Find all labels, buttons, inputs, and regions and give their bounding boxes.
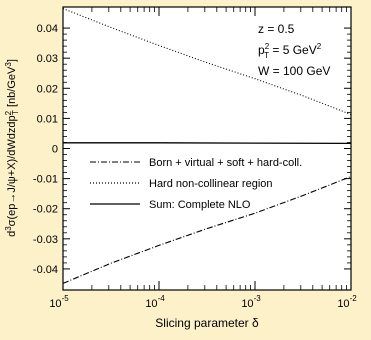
series-born-virtual-soft [62, 175, 352, 284]
series-hard-noncollinear [62, 7, 352, 116]
legend-label-hard: Hard non-collinear region [149, 178, 273, 190]
x-tick-label: 10-4 [145, 294, 165, 310]
series-complete-nlo [63, 142, 352, 145]
legend-label-sum: Sum: Complete NLO [149, 199, 251, 211]
y-axis-label: d3σ(ep→J/ψ+X)/dWdzdp2T [nb/GeV3] [4, 59, 20, 237]
y-tick-label: -0.03 [33, 234, 58, 246]
plot-frame [62, 6, 352, 291]
y-tick-label: -0.02 [33, 204, 58, 216]
y-axis-ticks: -0.04 -0.03 -0.02 -0.01 0 0.01 0.02 0.03 0.04 [33, 23, 351, 276]
y-tick-label: -0.01 [33, 174, 58, 186]
y-tick-label: 0.01 [37, 113, 58, 125]
x-tick-label: 10-3 [241, 294, 261, 310]
y-tick-label: 0.02 [37, 83, 58, 95]
y-tick-label: 0 [52, 144, 58, 156]
legend: Born + virtual + soft + hard-coll. Hard … [90, 157, 302, 211]
annotation-w: W = 100 GeV [258, 64, 330, 78]
y-tick-label: 0.03 [37, 53, 58, 65]
y-tick-label: -0.04 [33, 264, 58, 276]
annotation-pt: p2 T = 5 GeV2 [258, 42, 322, 60]
annotation-z: z = 0.5 [258, 22, 295, 36]
legend-label-born: Born + virtual + soft + hard-coll. [149, 157, 302, 169]
annotation-block: z = 0.5 p2 T = 5 GeV2 W = 100 GeV [258, 22, 330, 78]
x-tick-label: 10-5 [49, 294, 69, 310]
x-axis-label: Slicing parameter δ [155, 316, 259, 330]
data-series [62, 7, 352, 284]
x-axis-ticks: 10-5 10-4 10-3 10-2 [49, 7, 357, 310]
y-tick-label: 0.04 [37, 23, 58, 35]
x-tick-label: 10-2 [337, 294, 357, 310]
